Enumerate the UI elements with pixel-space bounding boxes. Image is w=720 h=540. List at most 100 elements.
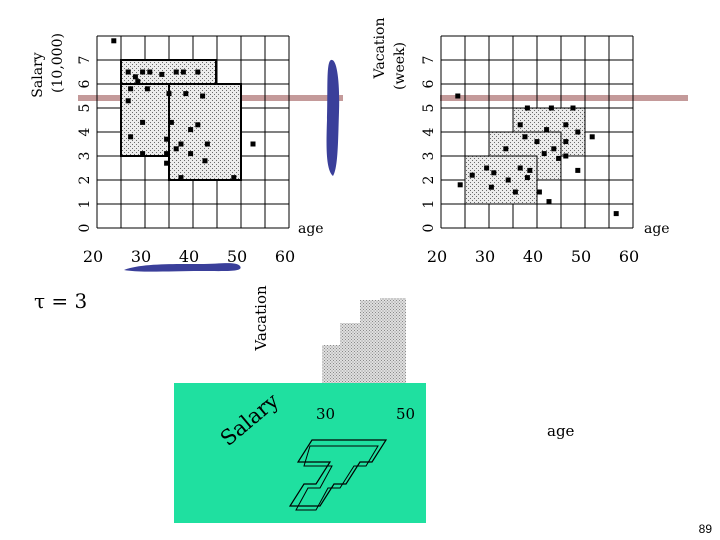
salary-data-point — [144, 86, 150, 92]
vacation-data-point — [563, 122, 569, 128]
vacation-data-point — [503, 146, 509, 152]
salary-data-point — [166, 91, 172, 97]
vacation-y-tick: 4 — [421, 127, 437, 136]
salary-x-tick: 60 — [275, 247, 295, 266]
vacation-x-axis-label: age — [644, 221, 670, 237]
salary-x-tick: 30 — [131, 247, 151, 266]
vacation-data-point — [536, 189, 542, 195]
three-d-illustration: τ = 3 Vacation Salary 30 50 age — [34, 285, 575, 523]
age-density-curve — [124, 263, 241, 272]
vacation-data-point — [524, 105, 530, 111]
salary-data-point — [231, 175, 237, 181]
age-3d-axis-label: age — [547, 422, 575, 440]
vacation-data-point — [522, 134, 528, 140]
salary-data-point — [159, 71, 165, 77]
salary-data-point — [173, 69, 179, 75]
vacation-y-tick: 6 — [421, 79, 437, 88]
salary-y-tick: 1 — [77, 200, 93, 209]
salary-data-point — [135, 79, 141, 85]
threshold-bar-right — [440, 95, 688, 101]
salary-x-tick: 40 — [179, 247, 199, 266]
salary-y-tick: 0 — [77, 224, 93, 233]
vacation-data-point — [551, 146, 557, 152]
dense-cluster-projection-front — [295, 445, 379, 511]
salary-data-point — [147, 69, 153, 75]
vacation-data-point — [563, 139, 569, 145]
salary-x-tick: 20 — [83, 247, 103, 266]
vacation-data-point — [613, 211, 619, 217]
salary-data-point — [128, 86, 134, 92]
salary-data-point — [204, 141, 210, 147]
vacation-3d-axis-label: Vacation — [252, 285, 270, 352]
vacation-data-point — [517, 165, 523, 171]
vacation-data-point — [455, 93, 461, 99]
vacation-data-point — [575, 167, 581, 173]
vacation-data-point — [589, 134, 595, 140]
vacation-data-point — [457, 182, 463, 188]
vacation-data-point — [570, 105, 576, 111]
vacation-y-tick: 5 — [421, 104, 437, 113]
salary-density-curve — [326, 59, 340, 176]
dense-cluster-projection-back — [288, 439, 388, 507]
salary-y-tick: 2 — [77, 176, 93, 185]
vacation-y-tick: 7 — [421, 56, 437, 65]
vacation-x-tick: 50 — [571, 247, 591, 266]
vacation-data-point — [548, 105, 554, 111]
vacation-data-point — [563, 153, 569, 159]
salary-y-tick: 7 — [77, 56, 93, 65]
salary-data-point — [168, 119, 174, 125]
stair-step-4 — [380, 298, 406, 383]
salary-data-point — [111, 38, 117, 44]
tau-label: τ = 3 — [34, 289, 87, 313]
vacation-data-point — [517, 122, 523, 128]
vacation-data-point — [534, 139, 540, 145]
age-tick-30: 30 — [316, 405, 335, 423]
salary-data-point — [164, 151, 170, 157]
age-tick-50: 50 — [396, 405, 415, 423]
vacation-tick-labels: 20 30 40 50 60 0 1 2 3 4 5 6 7 — [421, 56, 639, 266]
page-number: 89 — [698, 522, 712, 536]
salary-axis-title-line1: Salary — [30, 52, 46, 97]
salary-data-point — [200, 93, 206, 99]
dense-region-3 — [168, 83, 242, 181]
salary-age-floor — [174, 383, 426, 523]
dense-cluster-stairs — [322, 298, 406, 383]
salary-data-point — [202, 158, 208, 164]
salary-data-point — [195, 69, 201, 75]
vacation-x-tick: 30 — [475, 247, 495, 266]
salary-axis-title-line2: (10,000) — [50, 33, 66, 93]
stair-step-1 — [322, 345, 344, 383]
vacation-data-point — [488, 184, 494, 190]
vacation-data-point — [527, 167, 533, 173]
salary-tick-labels: 20 30 40 50 60 0 1 2 3 4 5 6 7 — [77, 56, 295, 266]
salary-age-plot: 20 30 40 50 60 0 1 2 3 4 5 6 7 Salary (10,000) age — [30, 33, 340, 272]
vacation-data-point — [484, 165, 490, 171]
vacation-y-tick: 1 — [421, 200, 437, 209]
salary-data-point — [128, 134, 134, 140]
salary-data-point — [180, 69, 186, 75]
salary-data-point — [125, 69, 131, 75]
salary-x-axis-label: age — [298, 221, 324, 237]
salary-y-tick: 6 — [77, 79, 93, 88]
salary-data-point — [195, 122, 201, 128]
vacation-data-point — [505, 177, 511, 183]
salary-y-tick: 3 — [77, 152, 93, 161]
salary-data-point — [173, 146, 179, 152]
vacation-data-point — [491, 170, 497, 176]
salary-data-point — [188, 151, 194, 157]
vacation-y-tick: 2 — [421, 176, 437, 185]
salary-x-tick: 50 — [227, 247, 247, 266]
vacation-data-point — [541, 151, 547, 157]
vacation-data-point — [469, 172, 475, 178]
vacation-age-plot: 20 30 40 50 60 0 1 2 3 4 5 6 7 Vacation (week) age — [372, 18, 670, 266]
vacation-data-point — [556, 155, 562, 161]
salary-data-point — [164, 136, 170, 142]
salary-y-tick: 5 — [77, 104, 93, 113]
salary-points — [111, 38, 256, 181]
salary-data-point — [140, 119, 146, 125]
salary-data-point — [140, 69, 146, 75]
vacation-y-tick: 3 — [421, 152, 437, 161]
salary-dense-regions — [120, 59, 242, 181]
salary-data-point — [140, 151, 146, 157]
